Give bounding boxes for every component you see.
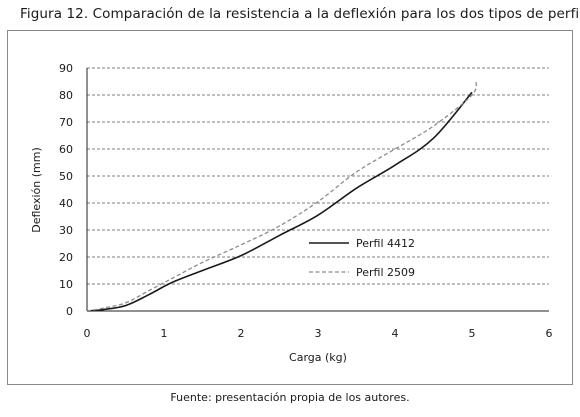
axes	[86, 68, 549, 312]
legend: Perfil 4412 Perfil 2509	[309, 237, 415, 279]
x-tick-label: 3	[315, 327, 322, 340]
series-line-1	[86, 91, 473, 312]
figure-source: Fuente: presentación propia de los autor…	[170, 391, 410, 404]
y-tick-label: 90	[59, 62, 73, 75]
x-tick-label: 0	[84, 327, 91, 340]
y-axis-label: Deflexión (mm)	[30, 147, 43, 233]
tick-labels: 0 10 20 30 40 50 60 70 80 90 0 1 2 3 4 5 6	[59, 62, 553, 340]
x-tick-label: 1	[161, 327, 168, 340]
y-tick-label: 60	[59, 143, 73, 156]
legend-label: Perfil 4412	[356, 237, 415, 250]
y-tick-label: 10	[59, 278, 73, 291]
y-tick-label: 20	[59, 251, 73, 264]
x-tick-label: 4	[392, 327, 399, 340]
series-lines	[86, 79, 477, 312]
y-tick-label: 0	[66, 305, 73, 318]
x-axis-label: Carga (kg)	[289, 351, 347, 364]
x-tick-label: 6	[546, 327, 553, 340]
figure-title: Figura 12. Comparación de la resistencia…	[20, 6, 580, 22]
legend-label: Perfil 2509	[356, 266, 415, 279]
gridlines	[87, 67, 549, 285]
y-tick-label: 80	[59, 89, 73, 102]
y-tick-label: 40	[59, 197, 73, 210]
series-line-2	[86, 79, 477, 312]
y-tick-label: 30	[59, 224, 73, 237]
x-tick-label: 5	[469, 327, 476, 340]
x-tick-label: 2	[238, 327, 245, 340]
y-tick-label: 50	[59, 170, 73, 183]
chart-frame	[7, 30, 573, 385]
y-tick-label: 70	[59, 116, 73, 129]
